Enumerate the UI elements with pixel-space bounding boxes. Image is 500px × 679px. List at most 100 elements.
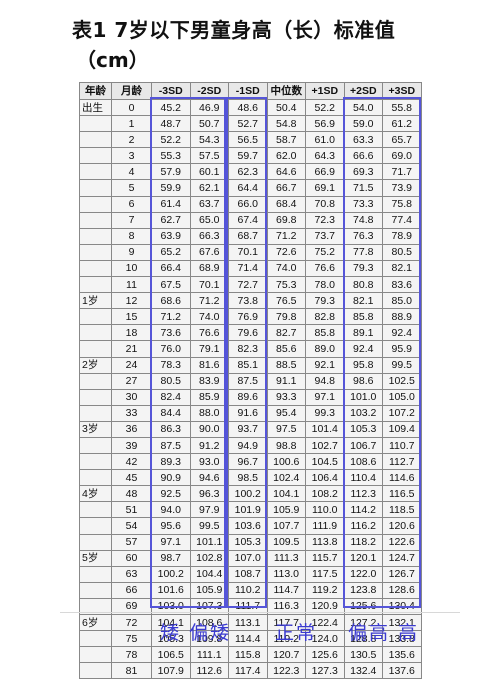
value-cell: 73.9 — [382, 179, 422, 197]
value-cell: 110.4 — [343, 469, 383, 487]
value-cell: 82.7 — [266, 324, 306, 342]
value-cell: 79.3 — [305, 292, 345, 310]
month-cell: 27 — [111, 372, 152, 390]
column-header: 月龄 — [111, 82, 152, 100]
value-cell: 105.9 — [266, 501, 306, 519]
value-cell: 135.6 — [382, 646, 422, 664]
value-cell: 66.7 — [266, 179, 306, 197]
value-cell: 102.4 — [266, 469, 306, 487]
month-cell: 60 — [111, 549, 152, 567]
value-cell: 91.2 — [189, 436, 229, 455]
divider — [60, 612, 460, 613]
value-cell: 66.9 — [305, 163, 345, 181]
value-cell: 62.3 — [228, 163, 268, 181]
value-cell: 75.3 — [266, 276, 306, 294]
value-cell: 45.2 — [151, 98, 191, 117]
month-cell: 15 — [111, 308, 152, 326]
age-cell — [79, 227, 112, 245]
value-cell: 98.5 — [228, 469, 268, 487]
value-cell: 76.5 — [266, 292, 306, 310]
value-cell: 93.3 — [266, 388, 306, 406]
table-row: 6 61.4 63.7 66.0 68.4 70.8 73.3 75.8 — [79, 195, 422, 213]
value-cell: 101.4 — [305, 420, 345, 438]
month-cell: 75 — [111, 630, 152, 648]
age-cell — [79, 388, 112, 406]
table-row: 51 94.0 97.9 101.9 105.9 110.0 114.2 118.5 — [79, 501, 422, 519]
value-cell: 91.6 — [228, 404, 268, 422]
value-cell: 85.8 — [343, 308, 383, 326]
month-cell: 5 — [111, 179, 152, 197]
value-cell: 97.1 — [151, 533, 191, 551]
value-cell: 114.4 — [228, 630, 268, 648]
page-title: 表1 7岁以下男童身高（长）标准值 — [72, 18, 396, 42]
value-cell: 59.7 — [228, 147, 268, 165]
value-cell: 82.3 — [228, 340, 268, 358]
value-cell: 65.7 — [382, 131, 422, 149]
value-cell: 100.6 — [266, 453, 306, 471]
value-cell: 105.0 — [382, 388, 422, 406]
value-cell: 111.9 — [305, 517, 345, 535]
value-cell: 77.4 — [382, 211, 422, 229]
value-cell: 68.4 — [266, 195, 306, 213]
legend-tall: 偏高 高 — [348, 622, 420, 644]
value-cell: 107.2 — [382, 404, 422, 422]
value-cell: 54.8 — [266, 115, 306, 133]
value-cell: 64.3 — [305, 147, 345, 165]
value-cell: 82.8 — [305, 308, 345, 326]
value-cell: 59.0 — [343, 115, 383, 133]
value-cell: 66.6 — [343, 147, 383, 165]
value-cell: 109.5 — [266, 533, 306, 551]
value-cell: 106.7 — [343, 436, 383, 455]
month-cell: 8 — [111, 227, 152, 245]
age-cell — [79, 131, 112, 149]
table-row: 18 73.6 76.6 79.6 82.7 85.8 89.1 92.4 — [79, 324, 422, 342]
table-row: 57 97.1 101.1 105.3 109.5 113.8 118.2 122.6 — [79, 533, 422, 551]
age-cell — [79, 163, 112, 181]
value-cell: 102.8 — [189, 549, 229, 567]
value-cell: 126.7 — [382, 565, 422, 583]
value-cell: 94.9 — [228, 436, 268, 455]
table-row: 3 55.3 57.5 59.7 62.0 64.3 66.6 69.0 — [79, 147, 422, 165]
value-cell: 108.2 — [305, 485, 345, 503]
value-cell: 112.7 — [382, 453, 422, 471]
value-cell: 69.8 — [266, 211, 306, 229]
table-row: 5 59.9 62.1 64.4 66.7 69.1 71.5 73.9 — [79, 179, 422, 197]
age-cell — [79, 372, 112, 390]
value-cell: 64.6 — [266, 163, 306, 181]
value-cell: 64.4 — [228, 179, 268, 197]
value-cell: 66.4 — [151, 259, 191, 278]
table-row: 11 67.5 70.1 72.7 75.3 78.0 80.8 83.6 — [79, 276, 422, 294]
value-cell: 128.8 — [343, 630, 383, 648]
value-cell: 83.9 — [189, 372, 229, 390]
age-cell — [79, 517, 112, 535]
value-cell: 107.0 — [228, 549, 268, 567]
value-cell: 102.5 — [382, 372, 422, 390]
table-row: 54 95.6 99.5 103.6 107.7 111.9 116.2 120.6 — [79, 517, 422, 535]
value-cell: 122.6 — [382, 533, 422, 551]
value-cell: 87.5 — [228, 372, 268, 390]
month-cell: 1 — [111, 115, 152, 133]
data-table: 年龄 月龄 -3SD -2SD -1SD 中位数 +1SD +2SD +3SD 出生 0 45.2 4… — [79, 82, 422, 679]
value-cell: 71.5 — [343, 179, 383, 197]
value-cell: 122.0 — [343, 565, 383, 583]
value-cell: 104.1 — [266, 485, 306, 503]
month-cell: 9 — [111, 243, 152, 261]
value-cell: 80.8 — [343, 276, 383, 294]
value-cell: 56.9 — [305, 115, 345, 133]
value-cell: 114.6 — [382, 469, 422, 487]
month-cell: 12 — [111, 292, 152, 310]
value-cell: 92.4 — [382, 324, 422, 342]
month-cell: 51 — [111, 501, 152, 519]
value-cell: 62.0 — [266, 147, 306, 165]
value-cell: 85.1 — [228, 356, 268, 374]
value-cell: 69.0 — [382, 147, 422, 165]
month-cell: 4 — [111, 163, 152, 181]
value-cell: 70.1 — [189, 276, 229, 294]
table-row: 21 76.0 79.1 82.3 85.6 89.0 92.4 95.9 — [79, 340, 422, 358]
value-cell: 63.9 — [151, 227, 191, 245]
month-cell: 72 — [111, 613, 152, 632]
value-cell: 66.0 — [228, 195, 268, 213]
table-row: 2 52.2 54.3 56.5 58.7 61.0 63.3 65.7 — [79, 131, 422, 149]
value-cell: 92.4 — [343, 340, 383, 358]
table-row: 33 84.4 88.0 91.6 95.4 99.3 103.2 107.2 — [79, 404, 422, 422]
